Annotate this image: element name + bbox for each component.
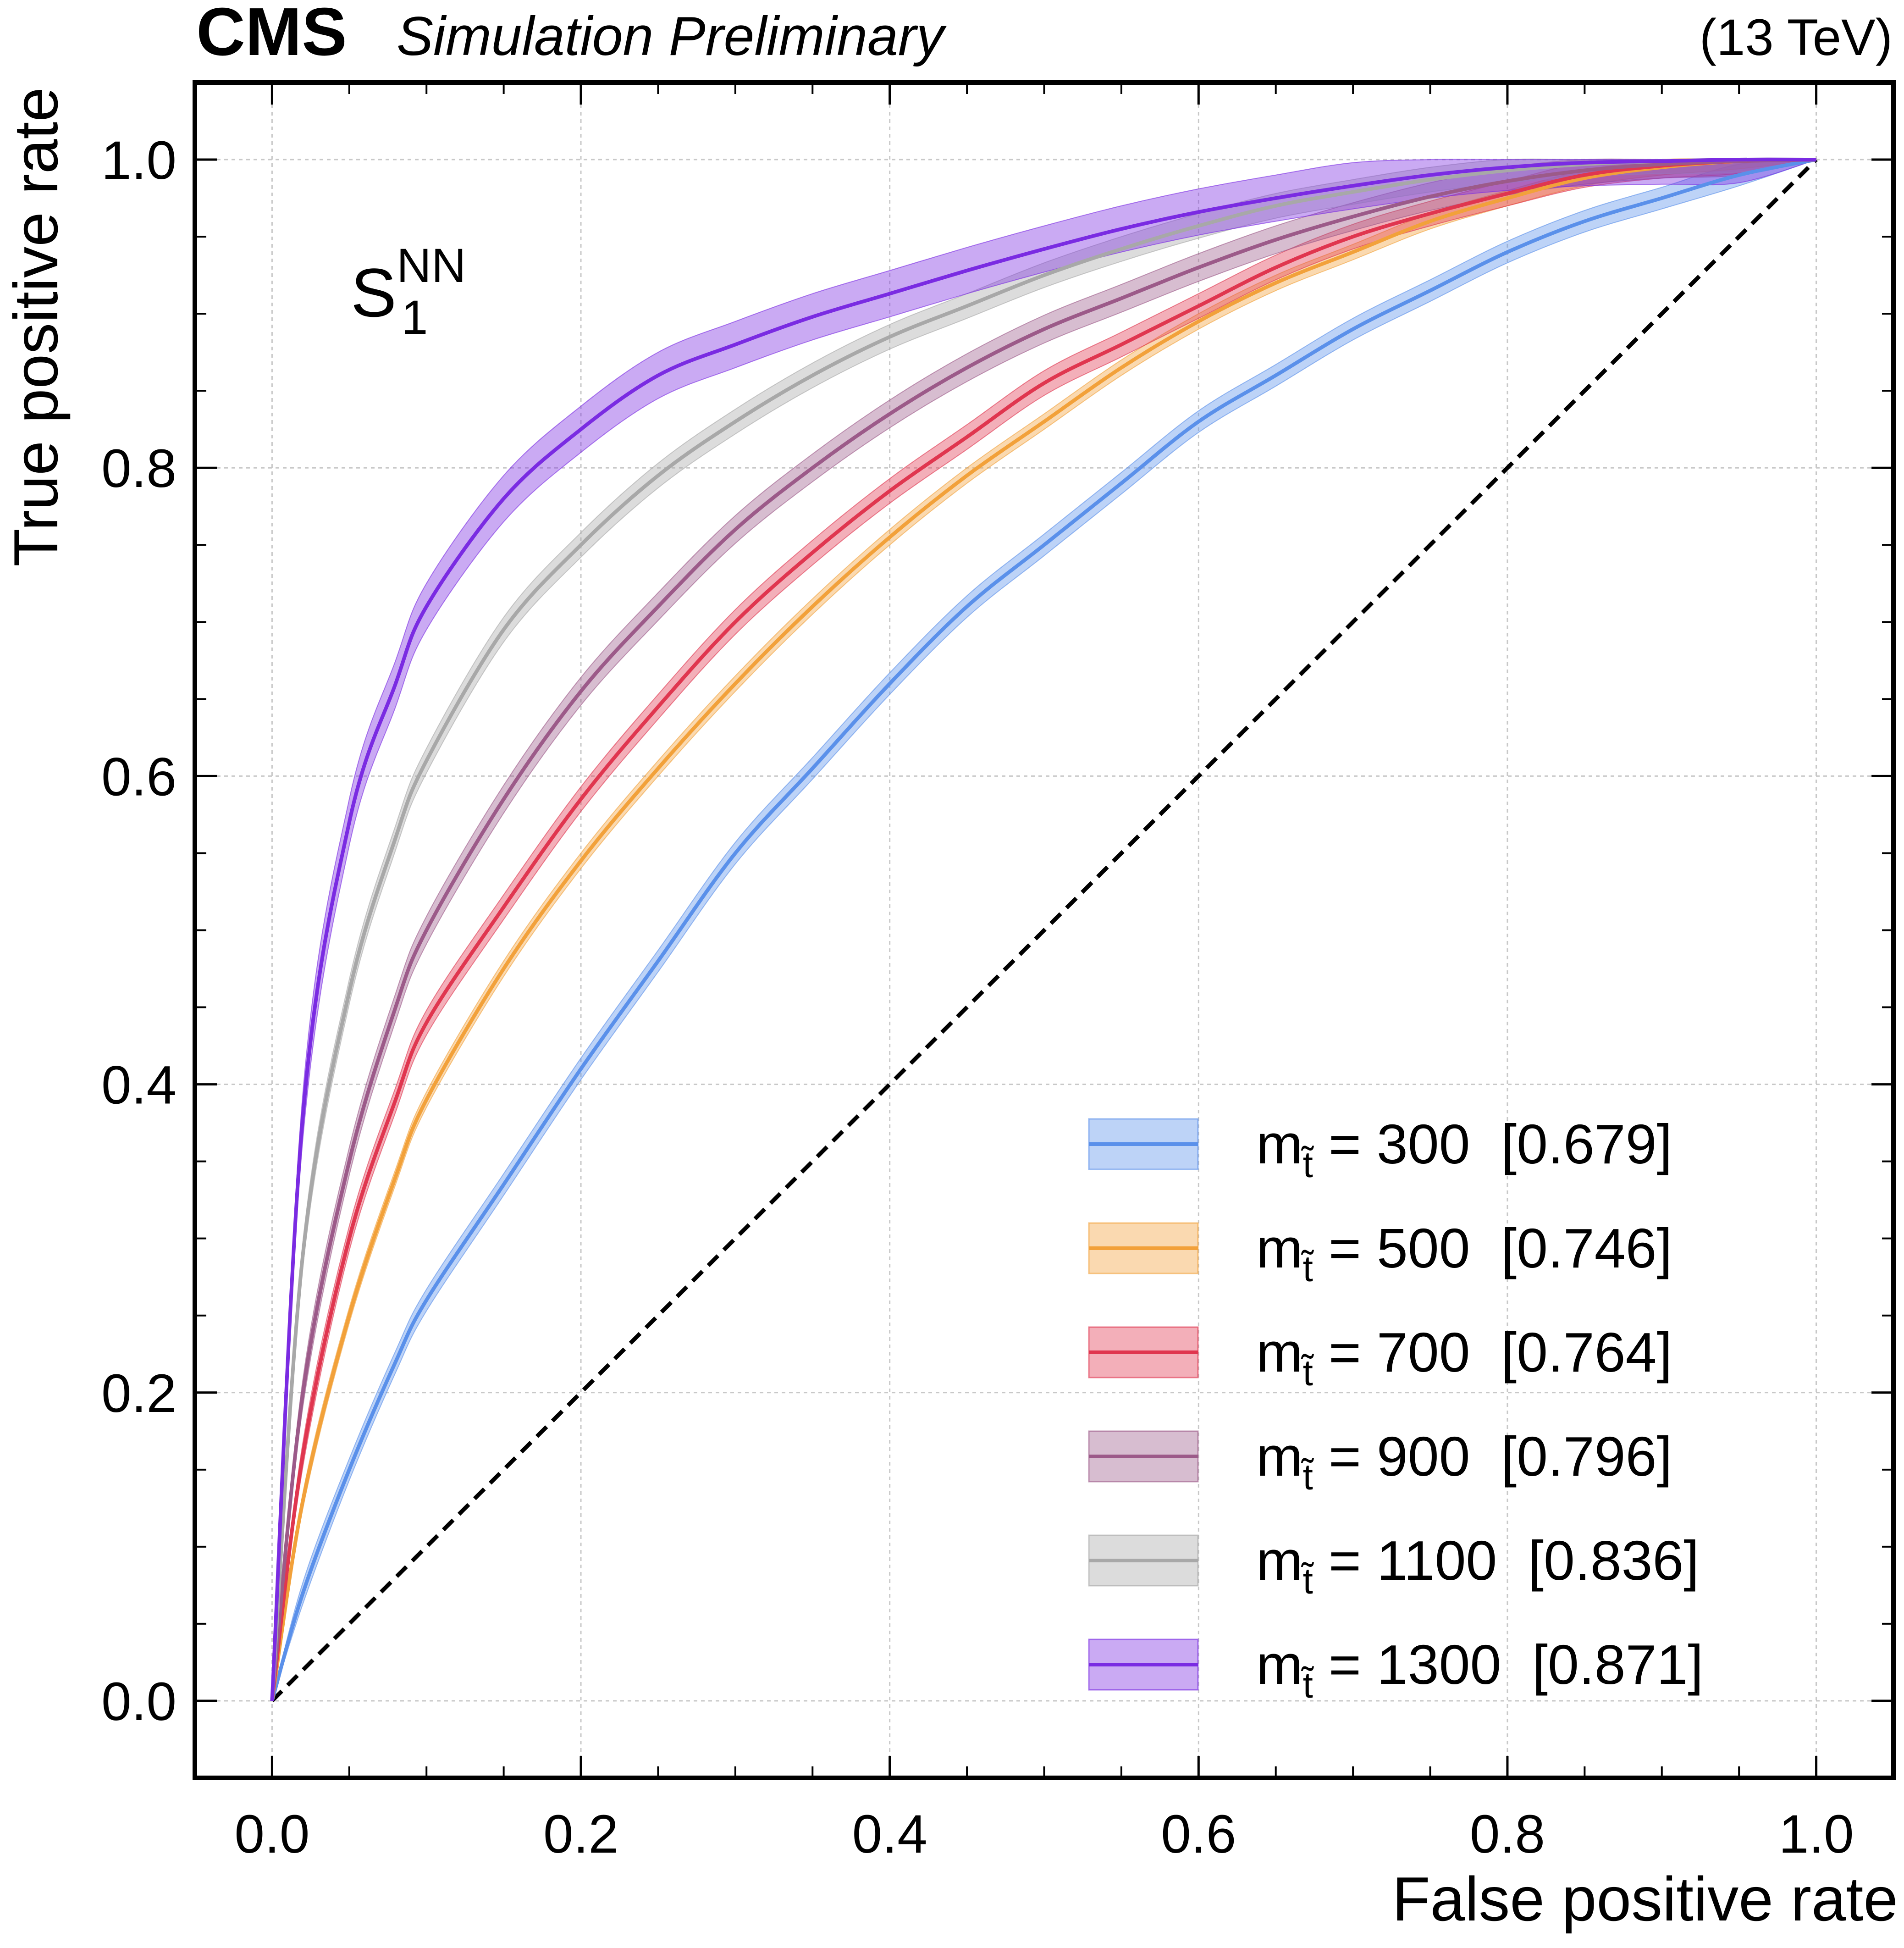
legend-m-symbol: m xyxy=(1256,1113,1303,1175)
legend-subscript: t̃ xyxy=(1301,1144,1314,1185)
legend-auc: 0.871 xyxy=(1548,1633,1688,1696)
chart-header: CMS Simulation Preliminary (13 TeV) xyxy=(196,0,1893,70)
roc-curves xyxy=(270,157,1818,1703)
legend-auc: 0.764 xyxy=(1517,1321,1656,1384)
legend-entry-m700: mt̃ = 700 [0.764] xyxy=(1088,1321,1672,1393)
legend-mass: 1300 xyxy=(1377,1633,1501,1696)
legend-mass: 300 xyxy=(1377,1113,1470,1175)
x-tick-label: 0.6 xyxy=(1161,1804,1236,1865)
legend-m-symbol: m xyxy=(1256,1217,1303,1279)
legend-bracket-open: [ xyxy=(1501,1633,1548,1696)
legend-m-symbol: m xyxy=(1256,1321,1303,1384)
x-axis-label: False positive rate xyxy=(1392,1864,1898,1934)
legend-mass: 900 xyxy=(1377,1425,1470,1488)
legend-entry-m900: mt̃ = 900 [0.796] xyxy=(1088,1425,1672,1497)
legend-bracket-close: ] xyxy=(1656,1425,1672,1488)
legend-equals: = xyxy=(1313,1217,1377,1279)
roc-curve-m500 xyxy=(270,158,1816,1701)
legend-equals: = xyxy=(1313,1529,1377,1592)
legend-label: mt̃ = 900 [0.796] xyxy=(1256,1425,1672,1497)
legend-equals: = xyxy=(1313,1633,1377,1696)
legend-entry-m500: mt̃ = 500 [0.746] xyxy=(1088,1217,1672,1289)
legend-bracket-open: [ xyxy=(1470,1217,1517,1279)
y-tick-label: 0.8 xyxy=(101,438,177,499)
legend-label: mt̃ = 500 [0.746] xyxy=(1256,1217,1672,1289)
legend-subscript: t̃ xyxy=(1301,1665,1314,1705)
legend-mass: 1100 xyxy=(1377,1529,1497,1592)
legend-label: mt̃ = 1300 [0.871] xyxy=(1256,1633,1703,1705)
legend-auc: 0.679 xyxy=(1517,1113,1656,1175)
legend-equals: = xyxy=(1313,1321,1377,1384)
subtitle-label: Simulation Preliminary xyxy=(397,6,947,67)
legend-label: mt̃ = 300 [0.679] xyxy=(1256,1113,1672,1185)
legend-bracket-open: [ xyxy=(1470,1425,1517,1488)
legend-bracket-close: ] xyxy=(1656,1113,1672,1175)
legend-equals: = xyxy=(1313,1113,1377,1175)
annotation-superscript: NN xyxy=(397,239,466,293)
y-tick-label: 0.4 xyxy=(101,1055,177,1116)
plot-frame xyxy=(193,80,1896,1780)
experiment-label: CMS xyxy=(196,0,347,70)
legend-equals: = xyxy=(1313,1425,1377,1488)
legend-entry-m300: mt̃ = 300 [0.679] xyxy=(1088,1113,1672,1185)
legend-auc: 0.836 xyxy=(1544,1529,1683,1592)
legend-bracket-open: [ xyxy=(1470,1321,1517,1384)
legend-bracket-close: ] xyxy=(1656,1321,1672,1384)
roc-curve-m900 xyxy=(270,158,1816,1701)
x-tick-label: 0.2 xyxy=(543,1804,618,1865)
x-tick-label: 0.0 xyxy=(234,1804,309,1865)
legend-mass: 700 xyxy=(1377,1321,1470,1384)
y-axis-label: True positive rate xyxy=(1,87,71,567)
y-tick-label: 0.0 xyxy=(101,1671,177,1732)
tick-labels: 0.0 0.2 0.4 0.6 0.8 1.0 0.0 0.2 0.4 0.6 0.8 1.0 xyxy=(101,130,1854,1865)
legend-bracket-close: ] xyxy=(1656,1217,1672,1279)
legend-label: mt̃ = 1100 [0.836] xyxy=(1256,1529,1699,1601)
legend-label: mt̃ = 700 [0.764] xyxy=(1256,1321,1672,1393)
legend-entry-m1100: mt̃ = 1100 [0.836] xyxy=(1088,1529,1699,1601)
y-tick-label: 1.0 xyxy=(101,130,177,191)
random-classifier-line xyxy=(270,158,1818,1703)
roc-curve-m300 xyxy=(270,158,1817,1702)
legend-m-symbol: m xyxy=(1256,1529,1303,1592)
legend-m-symbol: m xyxy=(1256,1425,1303,1488)
x-tick-label: 0.4 xyxy=(852,1804,927,1865)
annotation-subscript: 1 xyxy=(401,291,428,344)
legend: mt̃ = 300 [0.679]mt̃ = 500 [0.746]mt̃ = … xyxy=(1088,1113,1703,1705)
legend-bracket-close: ] xyxy=(1683,1529,1699,1592)
roc-curve-m1300 xyxy=(270,157,1816,1701)
roc-curve-m700 xyxy=(270,158,1816,1701)
x-tick-label: 0.8 xyxy=(1470,1804,1545,1865)
legend-mass: 500 xyxy=(1377,1217,1470,1279)
legend-subscript: t̃ xyxy=(1301,1352,1314,1393)
y-tick-label: 0.6 xyxy=(101,747,177,807)
x-tick-label: 1.0 xyxy=(1779,1804,1854,1865)
legend-subscript: t̃ xyxy=(1301,1561,1314,1601)
legend-bracket-close: ] xyxy=(1688,1633,1703,1696)
legend-auc: 0.746 xyxy=(1517,1217,1656,1279)
legend-subscript: t̃ xyxy=(1301,1248,1314,1289)
legend-entry-m1300: mt̃ = 1300 [0.871] xyxy=(1088,1633,1703,1705)
y-tick-label: 0.2 xyxy=(101,1363,177,1424)
annotation-base: S xyxy=(351,254,397,331)
energy-label: (13 TeV) xyxy=(1700,9,1893,66)
legend-bracket-open: [ xyxy=(1470,1113,1517,1175)
legend-m-symbol: m xyxy=(1256,1633,1303,1696)
discriminant-annotation: S NN 1 xyxy=(351,239,466,344)
legend-subscript: t̃ xyxy=(1301,1456,1314,1497)
roc-curve-m1100 xyxy=(270,157,1816,1701)
legend-auc: 0.796 xyxy=(1517,1425,1656,1488)
legend-bracket-open: [ xyxy=(1497,1529,1544,1592)
